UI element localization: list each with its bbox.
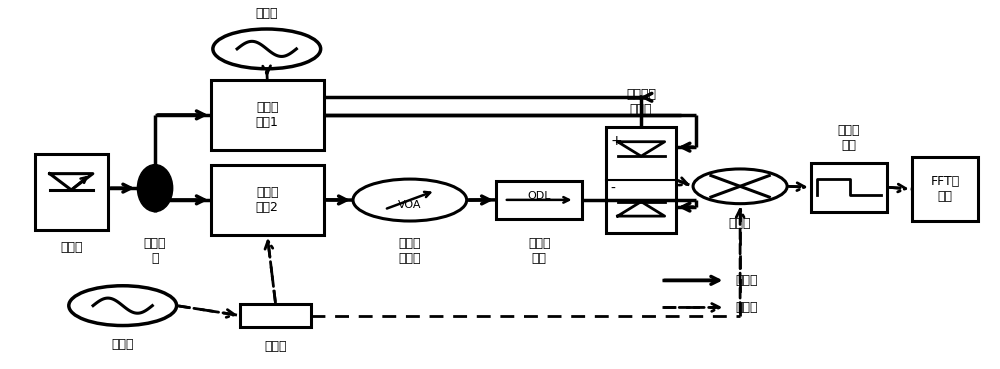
Text: 可变光
衰减器: 可变光 衰减器 [399,237,421,265]
Text: 电光调
制器2: 电光调 制器2 [256,186,279,214]
Text: 激光器: 激光器 [60,241,82,254]
Bar [912,158,978,221]
Bar [211,165,324,235]
Bar [240,304,311,327]
Text: 光通路: 光通路 [735,274,758,287]
Ellipse shape [137,165,173,212]
Text: -: - [611,182,616,196]
Circle shape [69,286,177,325]
Text: 参考源: 参考源 [111,338,134,351]
Bar [606,127,676,233]
Text: 可调延
时线: 可调延 时线 [528,237,550,265]
Bar [811,163,887,212]
Text: VOA: VOA [398,200,422,210]
Circle shape [353,179,467,221]
Bar [34,154,108,230]
Text: 光耦合
器: 光耦合 器 [144,237,166,265]
Text: 低通滤
波器: 低通滤 波器 [838,124,860,152]
Text: 电光调
制器1: 电光调 制器1 [256,101,279,129]
Text: 待测源: 待测源 [256,7,278,20]
Bar [496,181,582,219]
Text: 平衡光电
探测器: 平衡光电 探测器 [626,88,656,116]
Text: ODL: ODL [527,191,551,201]
Circle shape [213,29,321,69]
Text: +: + [611,134,622,148]
Text: FFT分
析仪: FFT分 析仪 [930,175,960,203]
Text: 混频器: 混频器 [729,217,751,230]
Bar [211,80,324,150]
Text: 功分器: 功分器 [264,340,287,353]
Circle shape [693,169,787,204]
Text: 电通路: 电通路 [735,301,758,314]
